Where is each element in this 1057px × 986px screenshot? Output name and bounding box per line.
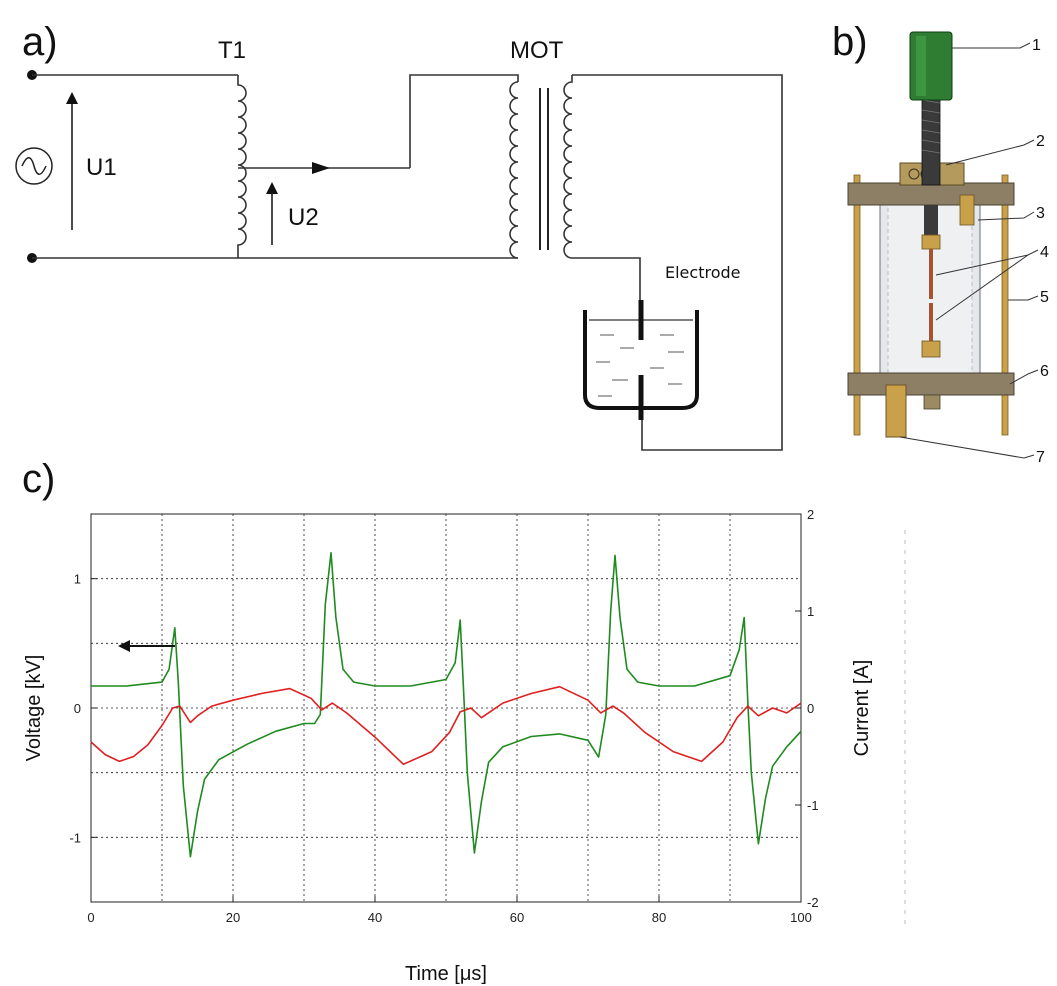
top-fitting — [959, 194, 975, 226]
beaker-icon — [583, 300, 699, 420]
mot-secondary-coil — [563, 75, 573, 259]
bottom-plate — [847, 372, 1015, 396]
callout-1: 1 — [1032, 37, 1041, 54]
top-plate — [847, 182, 1015, 206]
upper-electrode-wire — [929, 249, 933, 299]
y-axis-title-left: Voltage [kV] — [23, 655, 45, 762]
upper-electrode-holder — [924, 205, 938, 235]
y-tick-label-left: -1 — [69, 830, 81, 845]
y-tick-label-right: 0 — [807, 701, 814, 716]
voltage-axis-arrow-icon — [118, 640, 175, 652]
tap-arrow-icon — [312, 162, 330, 174]
callout-7: 7 — [1036, 449, 1045, 466]
callout-4: 4 — [1040, 244, 1049, 261]
u2-label: U2 — [288, 204, 319, 231]
chart-grid — [91, 514, 801, 902]
x-tick-label: 40 — [368, 910, 382, 925]
rod-threads — [921, 99, 941, 154]
panel-c-label: c) — [22, 457, 55, 501]
u1-label: U1 — [86, 154, 117, 181]
electrode-label: Electrode — [665, 263, 740, 282]
panel-a-circuit: a) T1 MOT U1 U2 — [15, 20, 783, 451]
panel-b-label: b) — [832, 20, 868, 64]
y-tick-label-right: 1 — [807, 604, 814, 619]
wire-mot-primary-top — [409, 74, 519, 168]
x-axis-title: Time [μs] — [405, 963, 487, 985]
mot-primary-coil — [509, 81, 519, 259]
panel-c-chart: c) 0 20 40 60 80 100 -1 0 1 -2 -1 0 1 2 Time [μs] Vol… — [22, 457, 906, 985]
chart-ticks: 0 20 40 60 80 100 -1 0 1 -2 -1 0 1 2 — [69, 507, 818, 925]
side-rod-right — [1001, 174, 1009, 436]
callout-2: 2 — [1036, 133, 1045, 150]
y-tick-label-left: 0 — [74, 701, 81, 716]
wire-to-electrode — [572, 257, 641, 300]
clamp-screw-1 — [908, 168, 920, 180]
u2-arrow-icon — [266, 182, 278, 245]
y-tick-label-left: 1 — [74, 572, 81, 587]
mot-label: MOT — [510, 37, 564, 64]
callout-3: 3 — [1036, 205, 1045, 222]
side-rod-left — [853, 174, 861, 436]
x-tick-label: 20 — [226, 910, 240, 925]
current-series-line — [90, 685, 802, 766]
y-tick-label-right: -2 — [807, 895, 819, 910]
x-tick-label: 60 — [510, 910, 524, 925]
green-cap-highlight — [916, 36, 926, 96]
u1-arrow-icon — [66, 92, 78, 230]
t1-coil — [237, 75, 247, 258]
bottom-nut — [923, 394, 941, 410]
callout-numbers: 1 2 3 4 5 6 7 — [1032, 37, 1049, 466]
panel-b-device: b) — [832, 20, 1049, 466]
y-tick-label-right: -1 — [807, 798, 819, 813]
y-tick-label-right: 2 — [807, 507, 814, 522]
x-tick-label: 0 — [87, 910, 94, 925]
t1-label: T1 — [218, 37, 246, 64]
wire-secondary-return — [572, 74, 783, 451]
ac-source-icon — [15, 147, 53, 185]
lower-electrode-wire — [929, 303, 933, 341]
callout-6: 6 — [1040, 363, 1049, 380]
chart-series — [90, 551, 802, 858]
x-tick-label: 100 — [790, 910, 812, 925]
x-tick-label: 80 — [652, 910, 666, 925]
callout-5: 5 — [1040, 289, 1049, 306]
lower-electrode-nut — [921, 340, 941, 358]
y-axis-title-right: Current [A] — [851, 660, 873, 757]
voltage-series-line — [91, 551, 802, 858]
upper-electrode-nut — [921, 234, 941, 250]
callout-leaders — [899, 42, 1039, 459]
panel-a-label: a) — [22, 20, 58, 64]
bottom-outlet — [885, 384, 907, 438]
